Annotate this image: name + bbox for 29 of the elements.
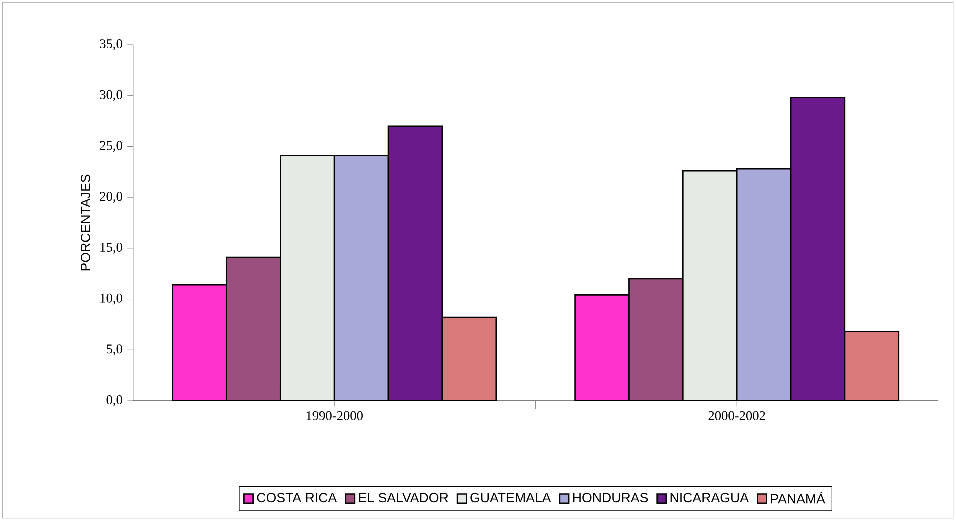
y-axis-title: PORCENTAJES bbox=[81, 174, 90, 271]
bar bbox=[172, 284, 228, 401]
legend-label: COSTA RICA bbox=[257, 493, 338, 503]
y-tick-label: 10,0 bbox=[100, 294, 122, 305]
bar bbox=[280, 155, 336, 401]
legend-label: GUATEMALA bbox=[470, 493, 552, 503]
bar bbox=[226, 256, 282, 401]
bar bbox=[628, 278, 684, 401]
y-tick-label: 20,0 bbox=[100, 192, 122, 204]
legend-label: EL SALVADOR bbox=[359, 493, 448, 503]
bar bbox=[736, 168, 792, 401]
bar bbox=[844, 331, 900, 401]
x-tick-label: 1990-2000 bbox=[306, 411, 363, 420]
bar bbox=[442, 316, 498, 401]
y-tick-label: 15,0 bbox=[100, 242, 122, 254]
y-tick-label: 5,0 bbox=[107, 344, 122, 356]
y-tick-label: 25,0 bbox=[100, 141, 122, 152]
bar bbox=[388, 126, 444, 401]
y-tick-label: 35,0 bbox=[100, 40, 122, 50]
bar bbox=[334, 155, 390, 401]
legend-label: PANAMÁ bbox=[771, 492, 826, 504]
y-tick-label: 0,0 bbox=[106, 396, 122, 406]
bar bbox=[790, 97, 846, 401]
legend-label: NICARAGUA bbox=[670, 493, 750, 503]
y-tick-label: 30,0 bbox=[100, 90, 122, 102]
bar bbox=[682, 170, 738, 401]
x-tick-label: 2000-2002 bbox=[708, 411, 766, 420]
legend-label: HONDURAS bbox=[573, 493, 648, 503]
bar bbox=[574, 294, 630, 401]
